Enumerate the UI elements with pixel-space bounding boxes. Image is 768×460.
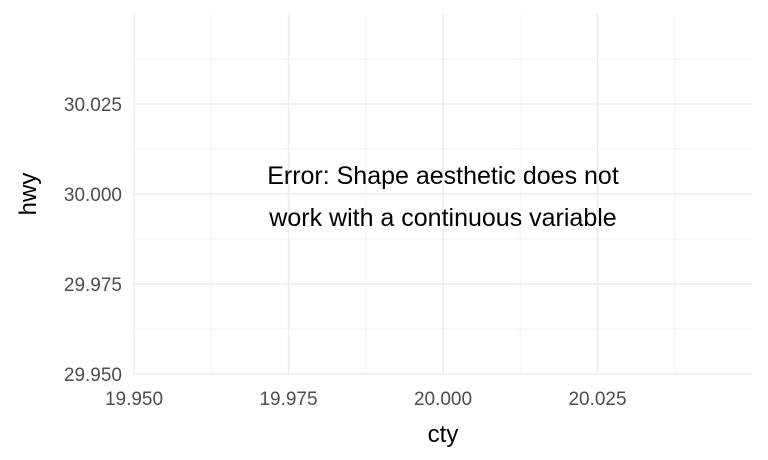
- y-tick-label: 30.000: [64, 185, 122, 206]
- grid-lines: [133, 14, 752, 375]
- error-message-line-2: work with a continuous variable: [268, 204, 616, 232]
- x-axis-title: cty: [428, 421, 459, 448]
- y-tick-label: 29.975: [64, 275, 122, 296]
- x-tick-label: 19.975: [259, 389, 317, 410]
- error-message-line-1: Error: Shape aesthetic does not: [267, 162, 619, 190]
- y-tick-label: 30.025: [64, 95, 122, 116]
- x-tick-label: 20.000: [414, 389, 472, 410]
- y-axis-title: hwy: [15, 173, 42, 216]
- x-tick-label: 19.950: [105, 389, 163, 410]
- x-tick-label: 20.025: [568, 389, 626, 410]
- y-tick-label: 29.950: [64, 365, 122, 386]
- tick-labels: 19.950 19.975 20.000 20.025 29.950 29.975 30.0…: [64, 95, 627, 410]
